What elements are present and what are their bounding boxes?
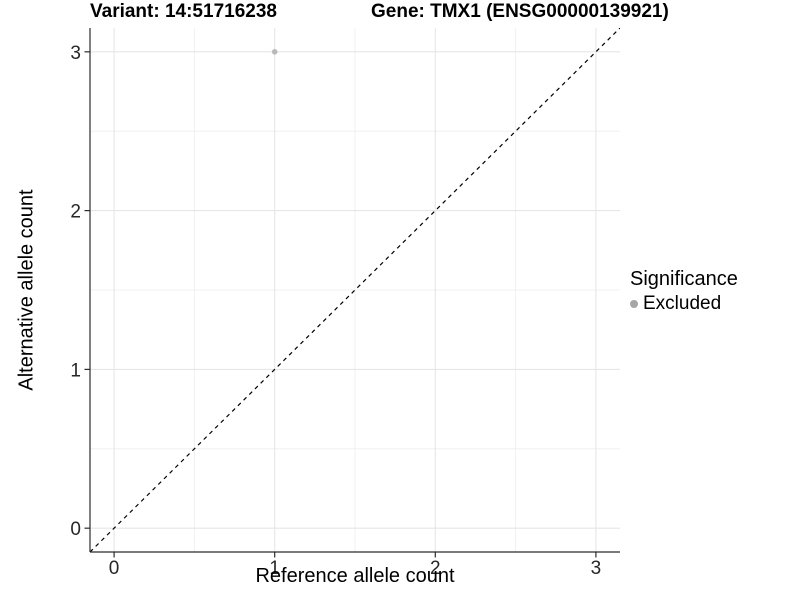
- y-tick-label: 3: [70, 43, 81, 64]
- legend-item-excluded: Excluded: [630, 293, 738, 315]
- y-tick-label: 1: [70, 360, 81, 381]
- data-point: [271, 49, 278, 55]
- legend-item-label: Excluded: [643, 293, 722, 314]
- tick-marks: [84, 51, 597, 558]
- data-points: [271, 49, 278, 55]
- y-tick-label: 2: [70, 202, 81, 223]
- legend-title: Significance: [630, 268, 738, 290]
- x-tick-label: 2: [430, 558, 441, 579]
- x-tick-label: 0: [109, 558, 120, 579]
- major-gridlines: [90, 28, 620, 552]
- x-axis-title: Reference allele count: [255, 565, 455, 587]
- legend: Significance Excluded: [630, 267, 738, 315]
- y-tick-label: 0: [70, 519, 81, 540]
- x-tick-label: 1: [269, 558, 280, 579]
- minor-gridlines: [90, 28, 620, 552]
- plot-title-variant: Variant: 14:51716238: [90, 1, 277, 22]
- y-axis-title: Alternative allele count: [15, 189, 38, 391]
- legend-point-icon: [630, 300, 638, 308]
- tick-labels: 0 1 2 3 0 1 2 3: [70, 43, 601, 579]
- plot-title-gene: Gene: TMX1 (ENSG00000139921): [371, 1, 669, 22]
- x-tick-label: 3: [591, 558, 602, 579]
